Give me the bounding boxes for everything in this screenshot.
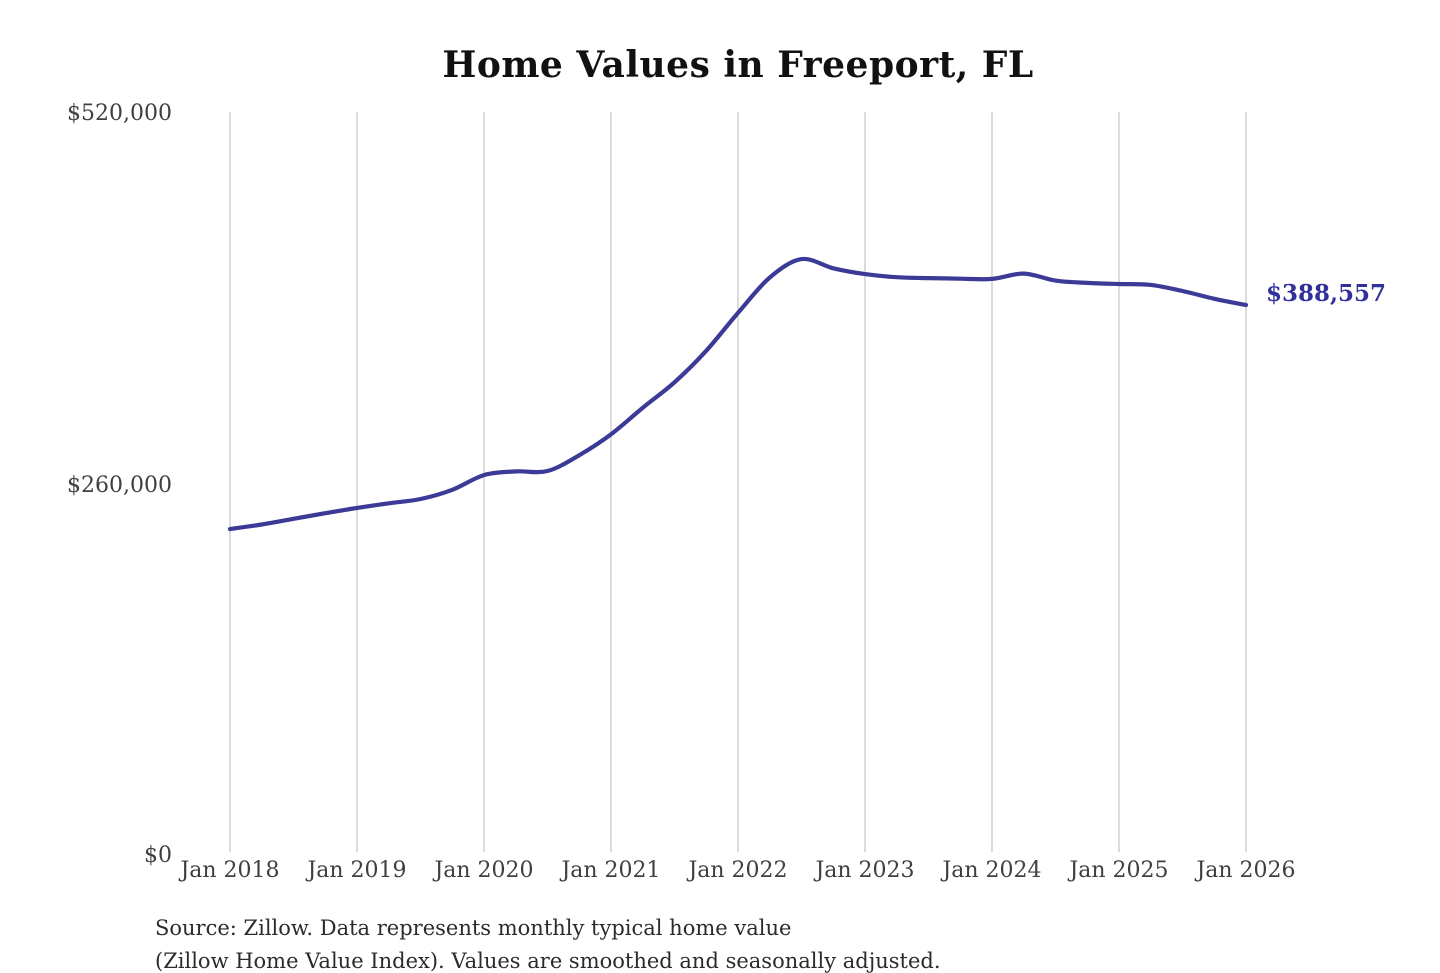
x-tick-label: Jan 2018 [180,858,280,883]
chart-title: Home Values in Freeport, FL [442,44,1034,86]
home-value-line [227,256,1249,532]
source-note-line2-clipped: (Zillow Home Value Index). Values are sm… [155,949,941,973]
y-axis-tick-0: $0 [144,843,172,868]
x-tick-label: Jan 2020 [434,858,534,883]
y-axis-tick-260000: $260,000 [67,473,172,498]
x-tick-label: Jan 2022 [688,858,788,883]
x-tick-label: Jan 2019 [307,858,407,883]
x-tick-label: Jan 2023 [815,858,915,883]
current-value-label: $388,557 [1266,280,1387,307]
source-note: Source: Zillow. Data represents monthly … [155,916,792,940]
x-tick-label: Jan 2024 [942,858,1042,883]
y-axis-tick-520000: $520,000 [67,101,172,126]
x-tick-label: Jan 2025 [1069,858,1169,883]
vertical-gridlines [229,112,1247,852]
x-tick-label: Jan 2026 [1196,858,1296,883]
x-tick-label: Jan 2021 [561,858,661,883]
